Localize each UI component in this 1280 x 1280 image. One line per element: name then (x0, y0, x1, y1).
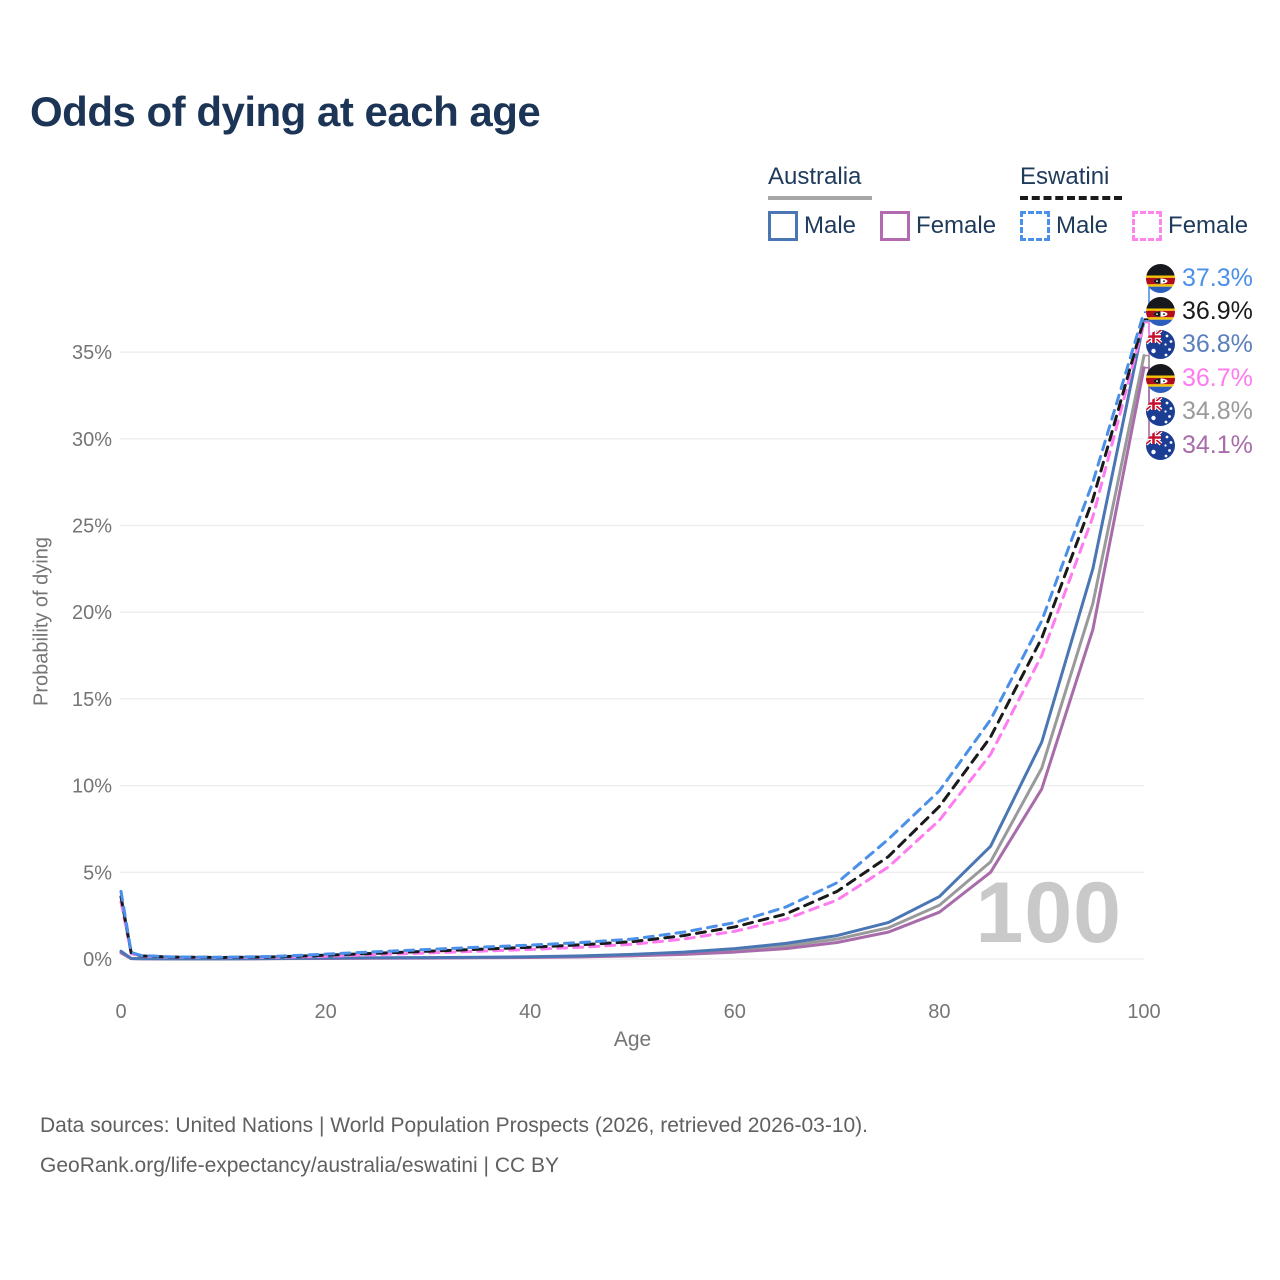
legend-australia-header[interactable]: Australia (768, 163, 862, 190)
australia-male-checkbox[interactable] (768, 211, 798, 241)
svg-text:0%: 0% (83, 949, 112, 971)
end-value: 36.8% (1182, 329, 1253, 358)
legend-group-australia: Australia Male Female (768, 163, 1020, 241)
legend-label: Male (804, 212, 857, 239)
footer-line-2[interactable]: GeoRank.org/life-expectancy/australia/es… (40, 1154, 560, 1177)
legend-eswatini-line-sample (1020, 196, 1122, 200)
end-label-eswatini-female: 36.7% (1146, 363, 1253, 393)
legend-group-eswatini: Eswatini Male Female (1020, 163, 1272, 241)
page-title: Odds of dying at each age (30, 88, 541, 135)
svg-text:30%: 30% (72, 429, 112, 451)
australia-flag-icon (1146, 396, 1175, 426)
svg-text:10%: 10% (72, 776, 112, 798)
legend-eswatini-header[interactable]: Eswatini (1020, 163, 1110, 190)
y-axis-title: Probability of dying (30, 537, 53, 706)
eswatini-female-checkbox[interactable] (1132, 211, 1163, 241)
end-value: 37.3% (1182, 263, 1253, 292)
end-label-australia-female: 34.1% (1146, 430, 1253, 460)
legend-item-australia-male[interactable]: Male (768, 211, 856, 241)
svg-text:25%: 25% (72, 516, 112, 538)
legend-label: Female (916, 212, 997, 239)
svg-text:80: 80 (928, 1001, 950, 1023)
svg-text:15%: 15% (72, 689, 112, 711)
eswatini-flag-icon (1146, 263, 1175, 293)
australia-flag-icon (1146, 430, 1175, 460)
legend-item-australia-female[interactable]: Female (880, 211, 996, 241)
end-value: 34.8% (1182, 396, 1253, 425)
legend-label: Female (1168, 212, 1249, 239)
data-source-footer: Data sources: United Nations | World Pop… (40, 1106, 868, 1186)
end-value: 36.7% (1182, 363, 1253, 392)
svg-text:35%: 35% (72, 342, 112, 364)
australia-flag-icon (1146, 329, 1175, 359)
end-label-eswatini-male: 37.3% (1146, 263, 1253, 293)
svg-text:100: 100 (1127, 1001, 1160, 1023)
footer-line-1: Data sources: United Nations | World Pop… (40, 1114, 869, 1137)
svg-text:0: 0 (115, 1001, 126, 1023)
end-value: 36.9% (1182, 296, 1253, 325)
legend-label: Male (1056, 212, 1109, 239)
svg-text:5%: 5% (83, 862, 112, 884)
legend-australia-line-sample (768, 196, 872, 200)
legend-item-eswatini-female[interactable]: Female (1132, 211, 1248, 241)
end-value: 34.1% (1182, 430, 1253, 459)
svg-text:40: 40 (519, 1001, 541, 1023)
eswatini-male-checkbox[interactable] (1020, 211, 1050, 241)
svg-text:60: 60 (724, 1001, 746, 1023)
age-counter-watermark: 100 (975, 865, 1122, 961)
eswatini-flag-icon (1146, 296, 1175, 326)
eswatini-flag-icon (1146, 363, 1175, 393)
legend-item-eswatini-male[interactable]: Male (1020, 211, 1108, 241)
end-label-australia-both: 34.8% (1146, 396, 1253, 426)
svg-text:20%: 20% (72, 602, 112, 624)
end-label-australia-male: 36.8% (1146, 329, 1253, 359)
svg-text:20: 20 (314, 1001, 336, 1023)
x-axis-title: Age (613, 1028, 652, 1051)
end-label-eswatini-both: 36.9% (1146, 296, 1253, 326)
australia-female-checkbox[interactable] (880, 211, 911, 241)
